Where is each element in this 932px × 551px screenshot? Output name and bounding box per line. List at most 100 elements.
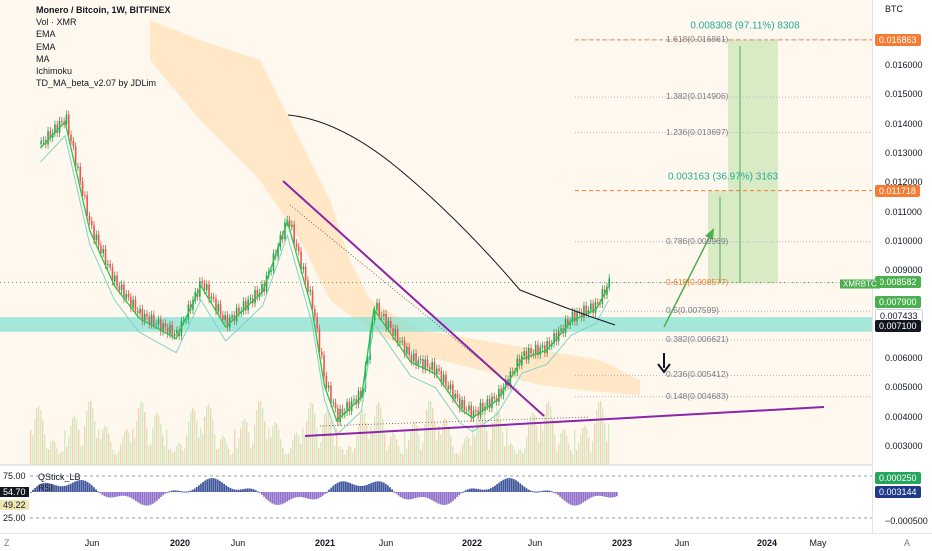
oscillator-bar	[573, 492, 576, 506]
volume-bar	[114, 454, 116, 465]
volume-bar	[120, 444, 122, 465]
time-axis-zoom[interactable]: Z	[4, 538, 10, 548]
volume-bar	[342, 448, 344, 465]
volume-bar	[220, 439, 222, 465]
volume-bar	[606, 441, 608, 465]
oscillator-bar	[227, 486, 230, 492]
oscillator-bar	[48, 483, 51, 492]
oscillator-bar	[65, 485, 68, 492]
oscillator-bar	[256, 491, 259, 493]
oscillator-bar	[122, 492, 125, 496]
volume-bar	[352, 452, 354, 465]
price-axis[interactable]: BTC 0.016000 0.015000 0.014000 0.013000 0.01…	[872, 0, 932, 533]
volume-bar	[42, 420, 44, 465]
candle	[261, 284, 263, 293]
osc-tag-75: 75.00	[0, 471, 29, 481]
volume-bar	[70, 425, 72, 465]
oscillator-bar	[275, 492, 278, 505]
candle	[42, 140, 45, 142]
candle	[97, 234, 100, 246]
indicator-ema-1[interactable]: EMA	[36, 29, 56, 40]
candle	[348, 402, 351, 412]
oscillator-name[interactable]: QStick_LB	[38, 472, 81, 482]
volume-bar	[522, 453, 524, 465]
volume-bar	[308, 408, 310, 465]
volume-bar	[214, 434, 216, 465]
oscillator-bar	[309, 492, 312, 500]
oscillator-bar	[34, 487, 36, 492]
candle	[527, 348, 530, 360]
oscillator-bar	[151, 492, 154, 504]
volume-bar	[154, 416, 156, 465]
oscillator-bar	[42, 483, 45, 492]
volume-bar	[176, 445, 178, 465]
oscillator-bar	[59, 486, 62, 492]
volume-bar	[134, 437, 136, 465]
ema-fast-line	[39, 120, 610, 422]
price-label: 0.013000	[885, 148, 923, 158]
oscillator-bar	[353, 484, 356, 492]
candle	[100, 245, 102, 254]
oscillator-sub[interactable]: RSI	[38, 483, 54, 493]
indicator-td-ma[interactable]: TD_MA_beta_v2.07 by JDLim	[36, 78, 157, 89]
volume-bar	[450, 436, 452, 465]
candle	[219, 304, 222, 315]
oscillator-bar	[609, 492, 612, 498]
volume-bar	[466, 435, 468, 465]
time-axis-auto[interactable]: A	[904, 538, 911, 548]
volume-bar	[58, 453, 60, 465]
projection-arrowhead	[705, 228, 714, 240]
symbol-tag: XMRBTC	[840, 279, 880, 289]
volume-bar	[362, 409, 364, 465]
candle	[54, 124, 56, 134]
volume-bar	[458, 454, 460, 465]
oscillator-bar	[40, 483, 43, 492]
volume-bar	[412, 424, 414, 465]
candle	[77, 166, 79, 168]
volume-bar	[584, 425, 586, 465]
volume-bar	[370, 426, 372, 465]
volume-bar	[156, 412, 158, 465]
volume-bar	[344, 454, 346, 465]
candle	[40, 141, 42, 145]
oscillator-bar	[223, 483, 225, 492]
volume-bar	[218, 447, 220, 465]
oscillator-bar	[185, 491, 188, 493]
oscillator-bar	[156, 492, 158, 501]
candle	[65, 114, 68, 125]
osc-tag-rsi: 54.70	[0, 487, 29, 497]
oscillator-bar	[46, 482, 49, 492]
oscillator-bar	[254, 490, 257, 492]
candle	[67, 114, 70, 135]
volume-bar	[482, 405, 484, 465]
oscillator-bar	[53, 484, 55, 492]
volume-bar	[328, 412, 330, 465]
indicator-volume[interactable]: Vol · XMR	[36, 17, 77, 28]
oscillator-bar	[420, 492, 423, 497]
oscillator-bar	[374, 481, 377, 492]
candle	[327, 385, 330, 388]
indicator-ma[interactable]: MA	[36, 53, 50, 64]
oscillator-bar	[277, 492, 280, 505]
candle	[449, 384, 452, 390]
oscillator-bar	[433, 492, 435, 502]
volume-bar	[440, 434, 442, 465]
oscillator-bar	[567, 492, 570, 504]
oscillator-bar	[246, 488, 249, 492]
volume-bar	[542, 430, 544, 465]
volume-bar	[340, 446, 342, 465]
volume-bar	[512, 445, 514, 465]
candle	[564, 319, 567, 334]
time-label: 2020	[169, 538, 191, 548]
volume-bar	[44, 434, 46, 465]
volume-bar	[374, 415, 376, 465]
candle	[222, 314, 224, 320]
candle	[95, 234, 98, 241]
oscillator-bar	[97, 491, 99, 493]
indicator-ema-2[interactable]: EMA	[36, 41, 56, 52]
candle	[120, 284, 123, 291]
time-axis[interactable]: Z Jun 2020 Jun 2021 Jun 2022 Jun 2023 Jun 2024 May…	[0, 533, 932, 551]
indicator-ichimoku[interactable]: Ichimoku	[36, 66, 73, 77]
volume-bar	[152, 427, 154, 465]
